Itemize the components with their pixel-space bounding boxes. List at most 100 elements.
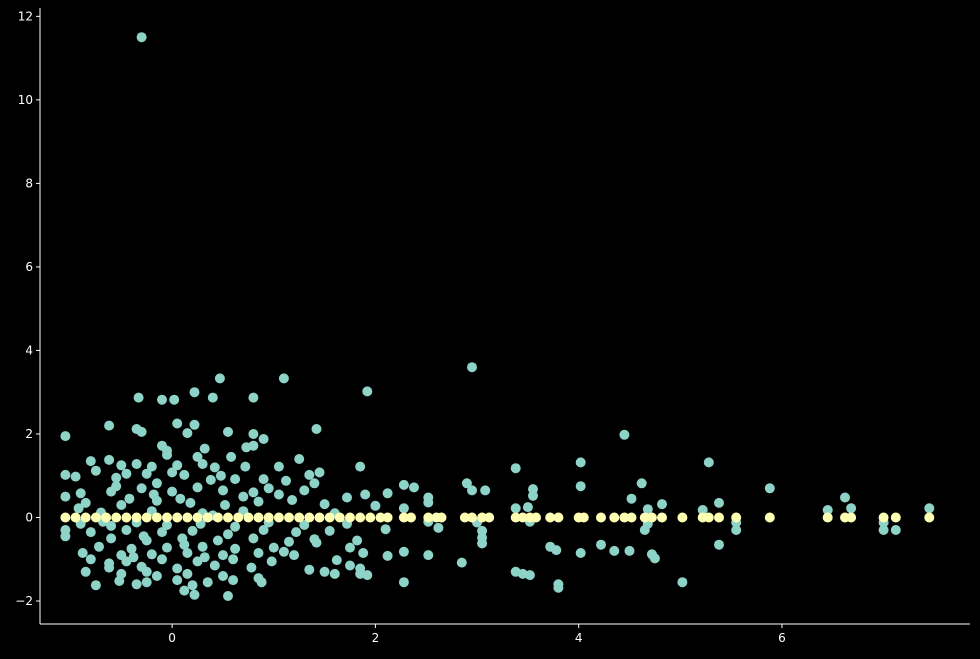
data-point — [642, 504, 653, 515]
data-point — [524, 570, 535, 581]
data-point — [461, 478, 472, 489]
data-point — [398, 479, 409, 490]
data-point — [162, 512, 172, 523]
data-point — [126, 543, 137, 554]
series-layer — [60, 32, 935, 601]
data-point — [243, 512, 254, 523]
data-point — [111, 472, 122, 483]
data-point — [545, 512, 556, 523]
data-point — [141, 512, 152, 523]
data-point — [258, 474, 269, 485]
data-point — [146, 549, 157, 560]
data-point — [223, 512, 233, 523]
data-point — [258, 525, 269, 535]
data-point — [294, 454, 305, 464]
data-point — [423, 497, 434, 508]
data-point — [202, 577, 213, 588]
data-point — [345, 512, 355, 523]
data-point — [890, 525, 901, 535]
data-point — [639, 512, 650, 523]
data-point — [477, 538, 488, 549]
data-point — [157, 394, 167, 405]
data-point — [187, 525, 198, 536]
data-point — [304, 469, 315, 480]
data-point — [822, 512, 833, 523]
data-point — [136, 483, 147, 494]
data-point — [223, 529, 233, 540]
data-point — [268, 542, 279, 553]
data-point — [360, 489, 371, 500]
data-point — [840, 492, 850, 503]
y-tick-label: 8 — [25, 176, 33, 190]
data-point — [382, 550, 393, 561]
data-point — [278, 373, 289, 384]
data-point — [182, 512, 193, 523]
data-point — [380, 524, 391, 535]
x-tick-label: 4 — [575, 631, 583, 645]
data-point — [299, 485, 310, 496]
data-point — [60, 469, 71, 480]
data-point — [162, 449, 172, 460]
data-point — [104, 454, 115, 465]
data-point — [273, 512, 284, 523]
data-point — [890, 512, 901, 523]
data-point — [192, 482, 203, 493]
data-point — [423, 550, 434, 561]
data-point — [362, 570, 373, 581]
data-point — [467, 362, 477, 373]
data-point — [484, 512, 495, 523]
data-point — [136, 32, 147, 43]
data-point — [94, 541, 104, 552]
data-point — [639, 525, 650, 535]
data-point — [246, 562, 257, 573]
data-point — [263, 512, 274, 523]
data-point — [646, 512, 657, 523]
data-point — [331, 555, 342, 566]
axes-layer — [39, 8, 970, 625]
x-tick-label: 2 — [372, 631, 380, 645]
data-point — [436, 512, 447, 523]
data-point — [136, 426, 147, 437]
data-point — [345, 542, 355, 553]
data-point — [151, 571, 162, 581]
data-point — [218, 571, 228, 581]
data-point — [141, 577, 152, 588]
data-point — [263, 483, 274, 494]
data-point — [114, 576, 125, 586]
data-point — [714, 497, 724, 508]
data-point — [116, 460, 127, 471]
data-point — [80, 512, 91, 523]
data-point — [459, 512, 470, 523]
data-point — [314, 512, 325, 523]
data-point — [90, 465, 101, 476]
data-point — [266, 556, 277, 567]
data-point — [179, 585, 190, 596]
data-point — [157, 527, 167, 538]
data-point — [409, 482, 419, 493]
data-point — [703, 512, 714, 523]
data-point — [223, 591, 233, 601]
data-point — [365, 512, 376, 523]
data-point — [311, 537, 322, 548]
data-point — [649, 553, 660, 564]
data-point — [189, 419, 200, 430]
data-point — [355, 461, 366, 472]
data-point — [324, 525, 335, 536]
data-point — [248, 533, 259, 544]
y-tick-label: −2 — [15, 594, 33, 608]
data-point — [192, 512, 203, 523]
data-point — [172, 460, 183, 471]
data-point — [273, 461, 284, 472]
series-1 — [60, 512, 935, 523]
data-point — [375, 512, 386, 523]
data-point — [218, 550, 228, 561]
data-point — [636, 478, 647, 489]
data-point — [73, 503, 84, 514]
data-point — [248, 429, 259, 439]
data-point — [657, 499, 667, 510]
data-point — [273, 489, 284, 500]
data-point — [77, 548, 88, 558]
data-point — [230, 543, 241, 554]
data-point — [309, 478, 320, 489]
data-point — [60, 512, 71, 523]
